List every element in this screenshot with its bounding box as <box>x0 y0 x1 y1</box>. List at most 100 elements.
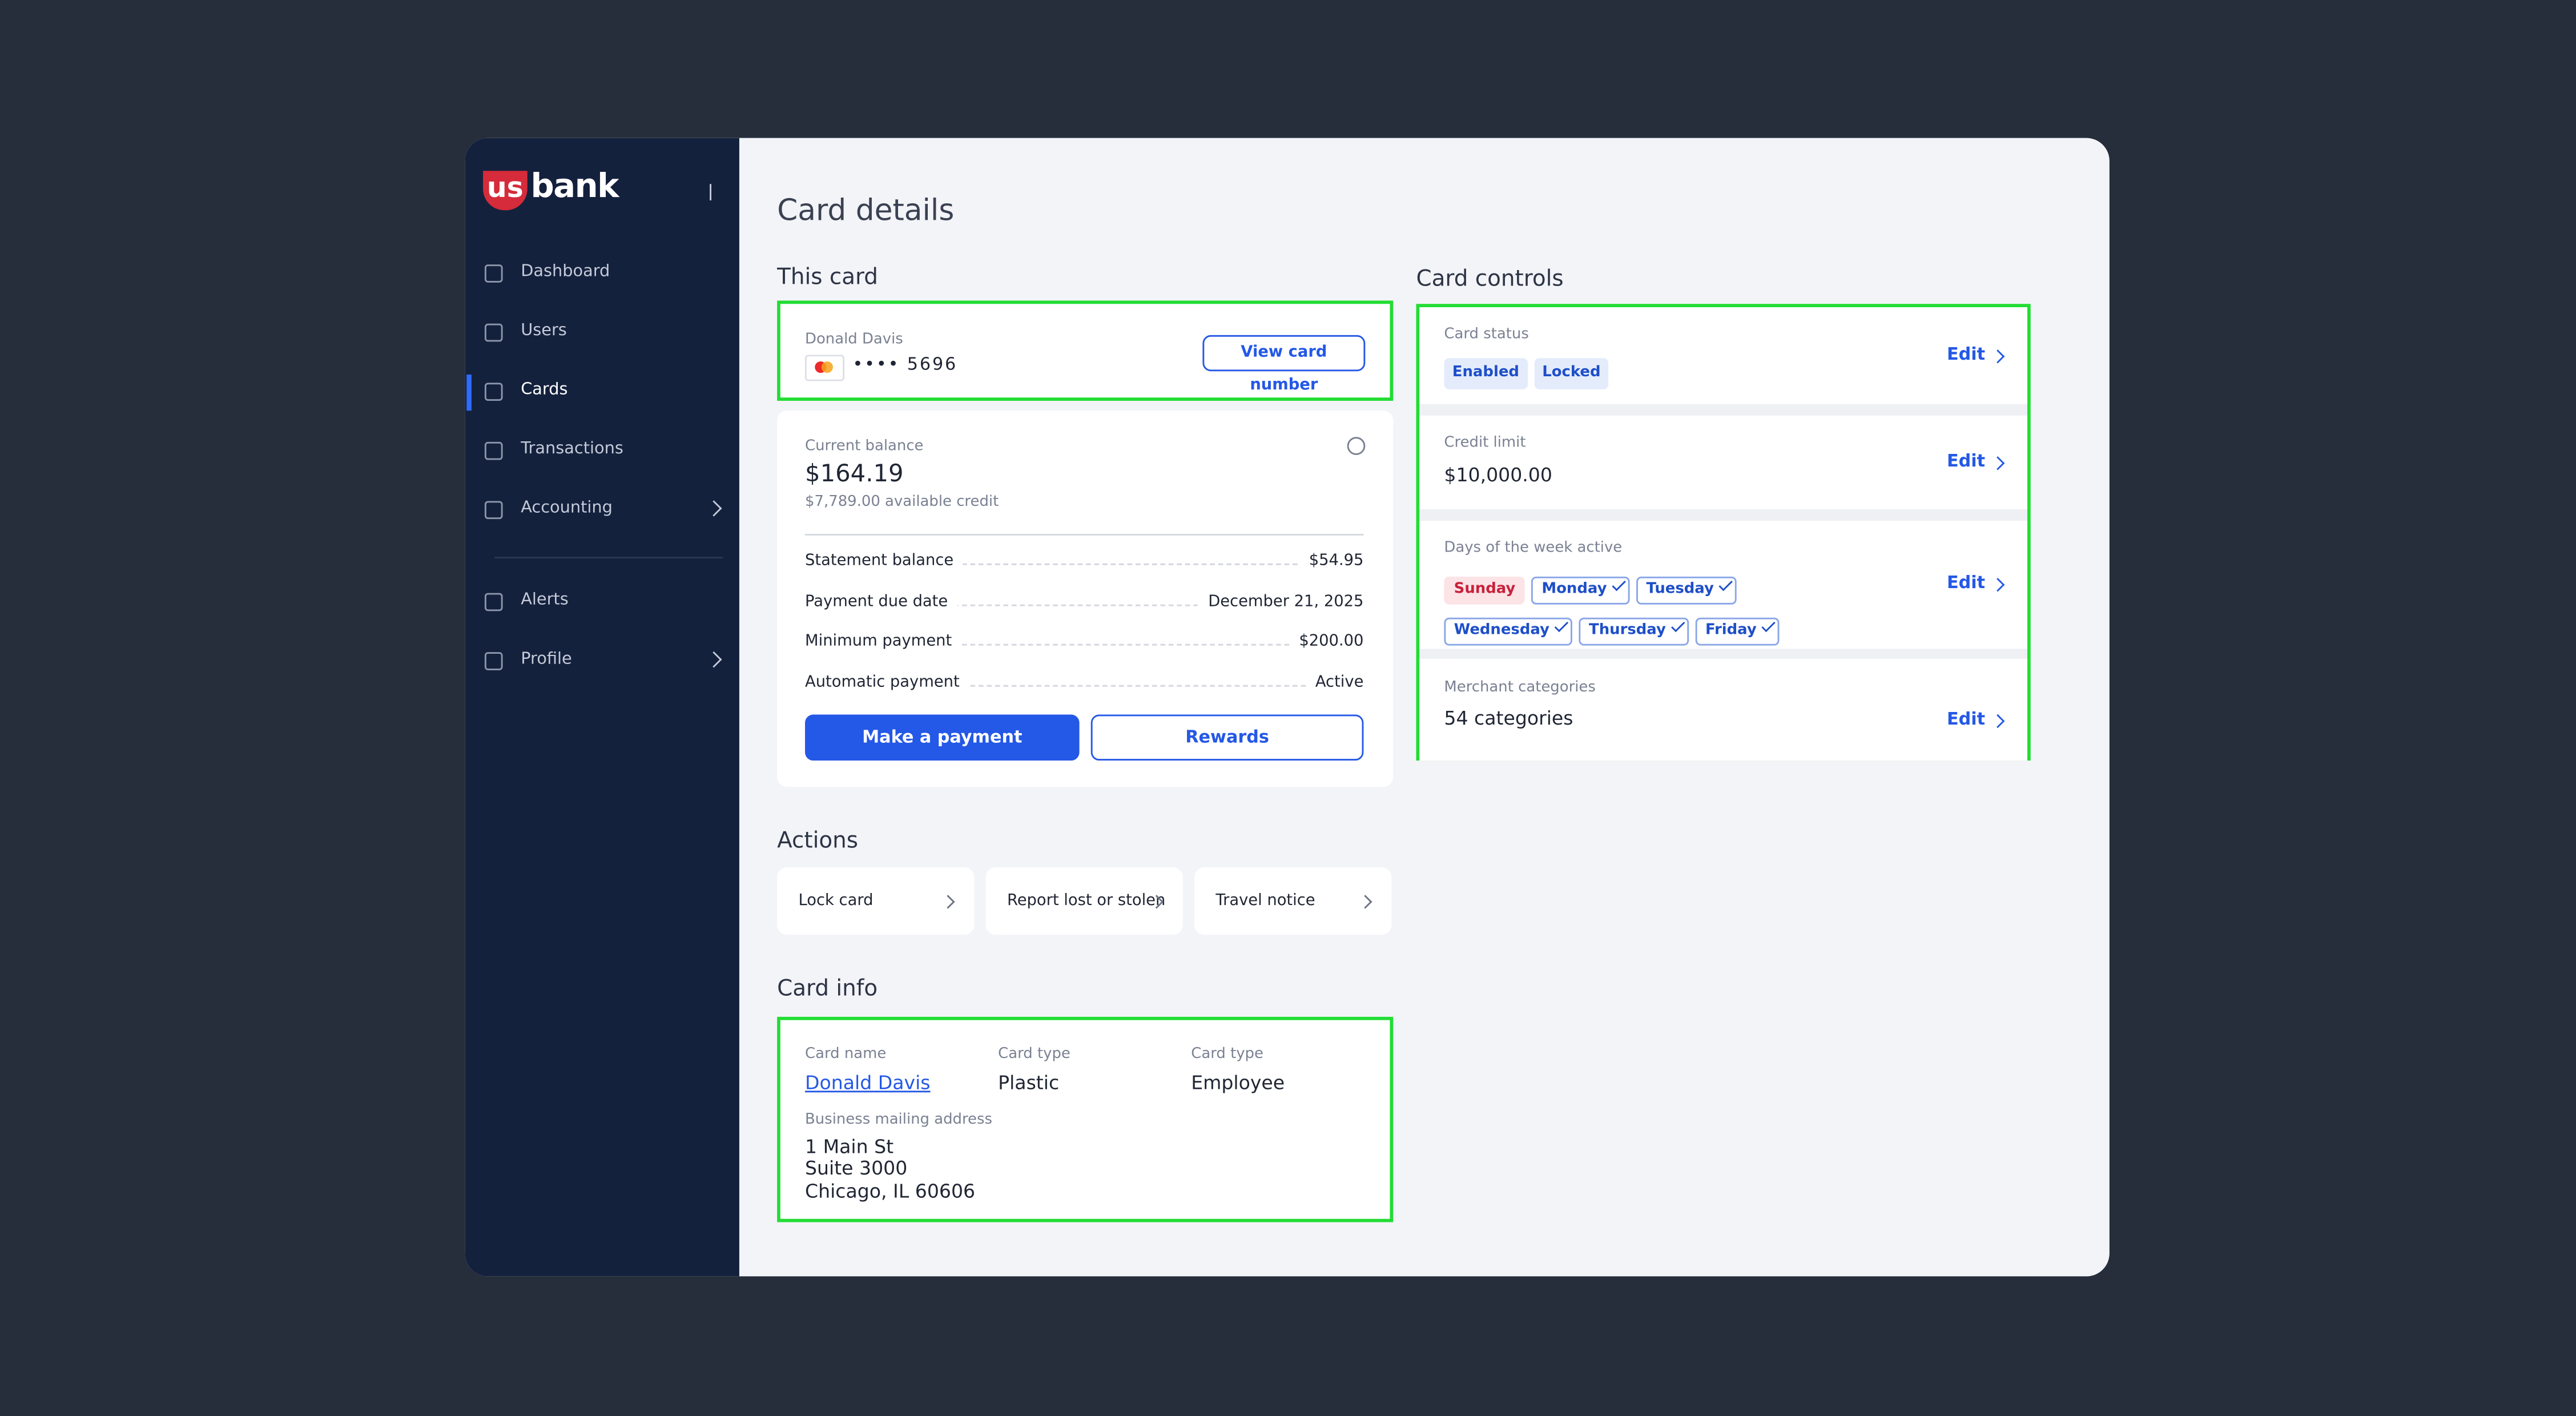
section-heading: Card controls <box>1416 266 1564 293</box>
nav-icon <box>484 323 503 342</box>
field-label: Card type <box>1191 1046 1263 1063</box>
chevron <box>941 895 955 909</box>
day-name: Monday <box>1541 581 1607 598</box>
available-credit: $7,789.00 available credit <box>805 494 999 511</box>
nav-item[interactable]: Profile <box>465 641 739 680</box>
control-value: $10,000.00 <box>1444 463 1552 486</box>
info-icon <box>1347 437 1366 455</box>
section-heading: Card info <box>777 975 878 1002</box>
row-value: $54.95 <box>1299 552 1364 570</box>
day-name: Sunday <box>1454 581 1516 598</box>
chevron <box>1990 455 2005 470</box>
control-value: 54 categories <box>1444 706 1573 730</box>
day-tag: Wednesday <box>1444 617 1573 646</box>
field-label: Card name <box>805 1046 887 1063</box>
edit-link[interactable]: Edit <box>1946 573 1986 593</box>
day-tag: Thursday <box>1579 617 1689 646</box>
this-card-box: Donald Davis •••• 5696 View card number <box>777 300 1394 401</box>
section-heading: Actions <box>777 828 859 855</box>
balance-amount: $164.19 <box>805 461 904 488</box>
edit-link[interactable]: Edit <box>1946 344 1986 364</box>
card-brand-icon <box>805 355 845 381</box>
control-section: Merchant categories 54 categories Edit <box>1419 658 2027 761</box>
edit-link[interactable]: Edit <box>1946 450 1986 471</box>
nav-icon <box>484 652 503 670</box>
nav-item[interactable]: Transactions <box>465 431 739 470</box>
day-tag: Monday <box>1532 576 1630 605</box>
nav-item[interactable]: Accounting <box>465 489 739 529</box>
balance-row: Minimum payment $200.00 <box>805 632 1364 655</box>
rewards-button[interactable]: Rewards <box>1090 714 1364 761</box>
leader <box>805 604 1364 606</box>
field-label: Card type <box>998 1046 1070 1063</box>
collapse-button[interactable] <box>710 184 724 200</box>
status-tag: Locked <box>1533 358 1609 389</box>
field-value: Plastic <box>998 1071 1060 1095</box>
card-holder: Donald Davis <box>805 332 903 348</box>
masked-number: •••• 5696 <box>852 355 958 375</box>
nav-label: Dashboard <box>521 263 610 281</box>
balance-card: Current balance $164.19 $7,789.00 availa… <box>777 411 1394 787</box>
row-label: Automatic payment <box>805 673 969 691</box>
balance-row: Automatic payment Active <box>805 673 1364 695</box>
control-section: Days of the week active Sunday Monday Tuesd… <box>1419 521 2027 687</box>
action-item[interactable]: Travel notice <box>1194 867 1392 935</box>
day-name: Friday <box>1705 622 1757 639</box>
nav-icon <box>484 501 503 520</box>
day-tag: Sunday <box>1444 576 1526 605</box>
action-item[interactable]: Lock card <box>777 867 975 935</box>
control-label: Merchant categories <box>1444 680 1596 697</box>
field-value[interactable]: Donald Davis <box>805 1071 931 1095</box>
nav-label: Profile <box>521 650 572 669</box>
edit-link[interactable]: Edit <box>1946 709 1986 729</box>
card-info-box: Business mailing address Card name Donald… <box>777 1016 1394 1222</box>
nav-icon <box>484 441 503 460</box>
balance-row: Statement balance $54.95 <box>805 552 1364 575</box>
control-section: Credit limit $10,000.00 Edit <box>1419 415 2027 509</box>
divider <box>805 534 1364 536</box>
check-icon <box>1612 577 1627 592</box>
leader <box>805 643 1364 646</box>
app-window: us bank Dashboard Users Cards Transactions A… <box>465 138 2110 1277</box>
row-label: Minimum payment <box>805 632 962 651</box>
status-tag: Enabled <box>1444 358 1528 389</box>
address-label: Business mailing address <box>805 1112 992 1129</box>
day-name: Thursday <box>1589 622 1666 639</box>
balance-label: Current balance <box>805 439 924 455</box>
check-icon <box>1719 577 1733 592</box>
field-value: Employee <box>1191 1071 1285 1095</box>
nav-item[interactable]: Dashboard <box>465 253 739 292</box>
tags: Enabled Locked <box>1444 352 1615 395</box>
chevron <box>1358 895 1372 909</box>
check-icon <box>1761 618 1776 633</box>
nav-item[interactable]: Alerts <box>465 581 739 621</box>
nav-label: Alerts <box>521 591 569 610</box>
balance-row: Payment due date December 21, 2025 <box>805 592 1364 615</box>
view-card-number-button[interactable]: View card number <box>1202 335 1366 394</box>
address-line: 1 Main St <box>805 1135 894 1158</box>
nav-label: Accounting <box>521 499 613 518</box>
control-label: Days of the week active <box>1444 540 1623 557</box>
page-title: Card details <box>777 194 955 228</box>
chevron <box>1990 713 2005 727</box>
nav-item[interactable]: Cards <box>465 371 739 411</box>
leader <box>805 563 1364 565</box>
logo-bank: bank <box>530 166 619 206</box>
row-label: Statement balance <box>805 552 964 570</box>
logo-us: us <box>483 171 528 211</box>
row-value: $200.00 <box>1289 632 1364 651</box>
check-icon <box>1555 618 1569 633</box>
day-name: Wednesday <box>1454 622 1549 639</box>
action-label: Travel notice <box>1215 892 1315 910</box>
day-tag: Tuesday <box>1636 576 1737 605</box>
card-controls-box: Card status Enabled Locked Edit Credit limit… <box>1416 304 2031 761</box>
address-line: Chicago, IL 60606 <box>805 1178 976 1202</box>
action-item[interactable]: Report lost or stolen <box>985 867 1183 935</box>
nav-icon <box>484 264 503 283</box>
make-payment-button[interactable]: Make a payment <box>805 714 1080 761</box>
nav-item[interactable]: Users <box>465 312 739 352</box>
action-label: Report lost or stolen <box>1007 892 1166 910</box>
control-label: Card status <box>1444 327 1529 344</box>
sidebar: us bank Dashboard Users Cards Transactions A… <box>465 138 739 1277</box>
